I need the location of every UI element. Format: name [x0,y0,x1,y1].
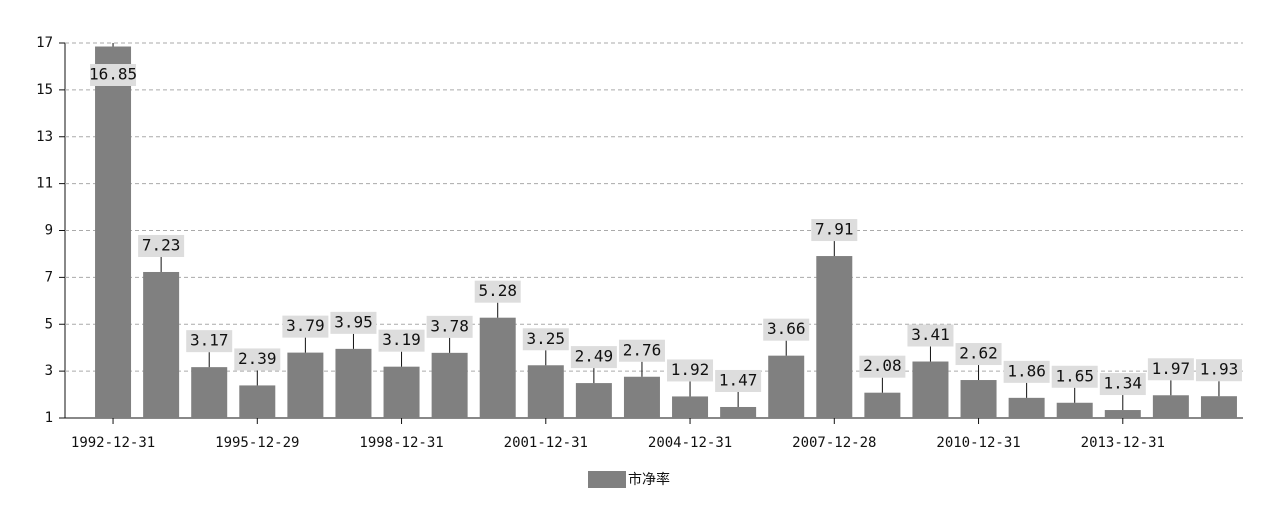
bar [864,392,901,418]
y-tick-label: 3 [45,363,53,379]
bar [1056,402,1093,418]
value-label-bg [1051,365,1098,388]
value-label-bg [907,324,954,347]
value-label-bg [811,219,858,242]
bar [143,271,180,418]
value-label: 7.23 [142,235,181,254]
bar [912,361,949,418]
value-label-bg [1195,359,1242,382]
value-label: 1.97 [1152,359,1191,378]
bar [672,396,709,418]
value-label: 3.66 [767,319,806,338]
value-label-bg [378,329,425,352]
value-label: 2.62 [959,344,998,363]
value-label-bg [715,369,762,392]
bar [1200,396,1237,418]
value-label-bg [763,318,810,341]
value-label: 3.79 [286,316,325,335]
value-label: 3.19 [382,330,421,349]
value-label: 2.08 [863,356,902,375]
value-label: 2.49 [575,347,614,366]
value-label: 3.78 [430,316,469,335]
bar [720,406,757,418]
value-label: 16.85 [89,65,137,84]
value-label-bg [1003,360,1050,383]
y-tick-label: 7 [45,269,53,285]
value-label: 7.91 [815,220,854,239]
bar [431,352,468,418]
value-label-bg [1099,373,1146,396]
x-tick-label: 2001-12-31 [504,435,588,451]
value-label-bg [330,311,377,334]
value-label: 1.34 [1104,374,1143,393]
x-tick-label: 2010-12-31 [936,435,1020,451]
value-label: 1.92 [671,360,710,379]
bar [575,383,612,418]
value-label: 3.17 [190,331,229,350]
y-tick-label: 15 [36,82,53,98]
y-tick-label: 1 [45,410,53,426]
bar [960,380,997,418]
y-tick-label: 5 [45,316,53,332]
value-label: 3.41 [911,325,950,344]
value-label: 5.28 [478,281,517,300]
bar [95,46,132,418]
value-label: 3.95 [334,312,373,331]
value-label: 1.65 [1055,366,1094,385]
value-label: 1.93 [1200,360,1239,379]
x-tick-label: 2007-12-28 [792,435,876,451]
x-tick-label: 1995-12-29 [215,435,299,451]
value-label: 1.47 [719,370,758,389]
bar [191,367,228,418]
value-label-bg [234,348,281,371]
value-label-bg [955,343,1002,366]
value-label-bg [474,280,521,303]
bar [1152,395,1189,418]
value-label-bg [570,346,617,369]
x-tick-label: 2004-12-31 [648,435,732,451]
value-label-bg [859,355,906,378]
legend-swatch [588,471,626,488]
bar [335,348,372,418]
value-label-bg [1147,358,1194,381]
y-tick-label: 17 [36,35,53,51]
bar [1008,397,1045,418]
x-tick-label: 2013-12-31 [1081,435,1165,451]
bar [768,355,805,418]
legend-label: 市净率 [628,471,670,488]
bar [1104,410,1141,418]
bar [479,317,516,418]
value-label: 2.39 [238,349,277,368]
value-label-bg [282,315,329,338]
bar [527,365,564,418]
value-label: 3.25 [527,329,566,348]
bar [239,385,276,418]
value-label-bg [426,315,473,338]
value-label-bg [138,234,185,257]
bar [816,256,853,418]
y-tick-label: 9 [45,223,53,239]
x-tick-label: 1998-12-31 [359,435,443,451]
bar [287,352,324,418]
value-label: 2.76 [623,340,662,359]
value-label-bg [186,330,233,353]
value-label-bg [90,64,137,86]
value-label: 1.86 [1007,361,1046,380]
y-tick-label: 11 [36,176,53,192]
value-label-bg [522,328,569,351]
bar [383,366,420,418]
value-label-bg [667,359,714,382]
x-tick-label: 1992-12-31 [71,435,155,451]
value-label-bg [618,339,665,362]
bar [623,376,660,418]
y-tick-label: 13 [36,129,53,145]
